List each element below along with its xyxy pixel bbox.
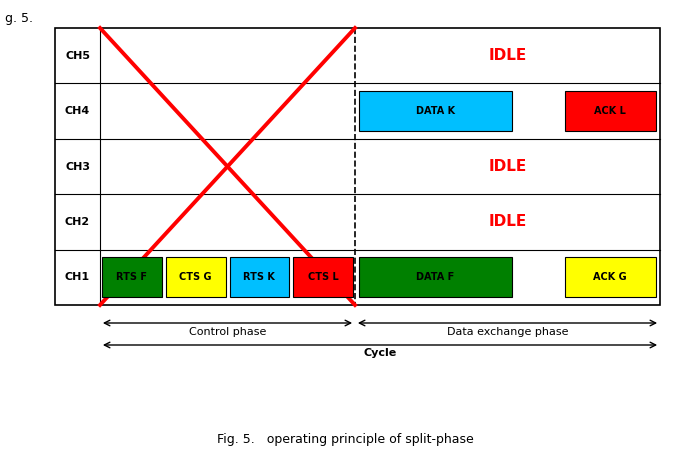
Text: Control phase: Control phase — [189, 327, 266, 337]
Text: CH1: CH1 — [65, 272, 90, 282]
Bar — [55, 28, 660, 305]
Text: Cycle: Cycle — [364, 348, 397, 358]
Bar — [166, 257, 226, 297]
Text: DATA K: DATA K — [415, 106, 455, 116]
Text: CH2: CH2 — [65, 217, 90, 227]
Text: IDLE: IDLE — [489, 159, 526, 174]
Text: IDLE: IDLE — [489, 214, 526, 229]
Bar — [293, 257, 353, 297]
Text: DATA F: DATA F — [416, 272, 455, 282]
Text: IDLE: IDLE — [489, 48, 526, 63]
Text: g. 5.: g. 5. — [5, 12, 33, 25]
Text: RTS K: RTS K — [244, 272, 275, 282]
Bar — [359, 257, 511, 297]
Text: ACK G: ACK G — [593, 272, 627, 282]
Text: CTS L: CTS L — [308, 272, 339, 282]
Bar — [102, 257, 161, 297]
Bar — [359, 91, 511, 131]
Text: RTS F: RTS F — [117, 272, 148, 282]
Text: CH5: CH5 — [65, 51, 90, 61]
Text: ACK L: ACK L — [594, 106, 627, 116]
Text: Data exchange phase: Data exchange phase — [446, 327, 569, 337]
Bar — [564, 257, 656, 297]
Text: Fig. 5.   operating principle of split-phase: Fig. 5. operating principle of split-pha… — [217, 433, 473, 446]
Bar — [230, 257, 289, 297]
Text: CH4: CH4 — [65, 106, 90, 116]
Text: CH3: CH3 — [65, 162, 90, 172]
Bar — [564, 91, 656, 131]
Text: CTS G: CTS G — [179, 272, 212, 282]
